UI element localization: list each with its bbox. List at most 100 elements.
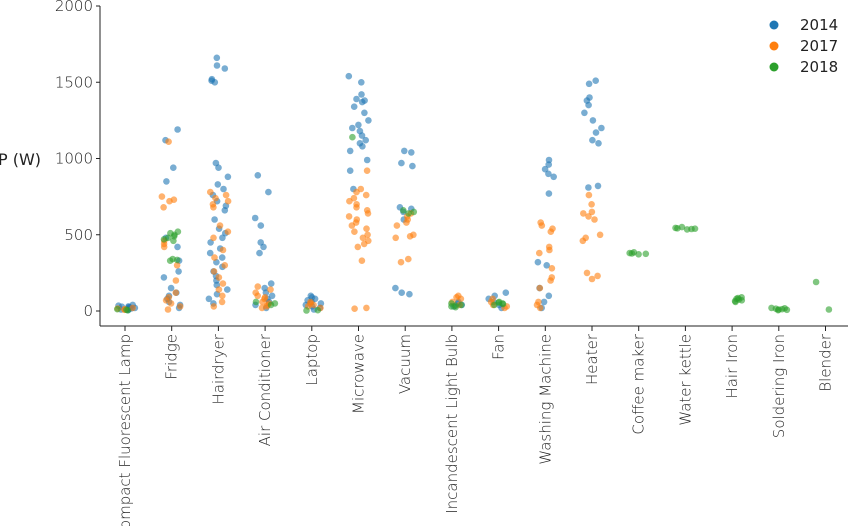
data-points [114,54,833,314]
data-point-2017 [215,286,223,293]
data-point-2018 [812,278,820,286]
data-point-2017 [172,277,180,284]
data-point-2017 [363,225,370,232]
x-tick-label: Heater [583,333,601,385]
data-point-2018 [252,298,260,306]
data-point-2017 [221,262,229,269]
data-point-2018 [267,301,275,309]
data-point-2018 [400,207,407,214]
data-point-2014 [163,178,170,185]
data-point-2014 [543,262,550,269]
x-tick-label: Vacuum [396,334,414,394]
data-point-2014 [218,254,226,261]
data-point-2014 [550,173,557,181]
data-point-2017 [588,201,595,208]
data-point-2018 [674,225,681,232]
data-point-2014 [260,243,267,251]
data-point-2018 [825,306,833,313]
data-point-2017 [215,274,223,281]
data-point-2017 [353,204,360,211]
data-point-2017 [538,222,546,229]
data-point-2014 [398,159,405,167]
data-point-2014 [598,124,605,132]
data-point-2017 [219,280,227,287]
data-point-2018 [173,256,181,264]
data-point-2017 [267,286,274,293]
data-point-2017 [405,255,412,263]
data-point-2017 [129,304,136,312]
data-point-2014 [365,117,372,124]
data-point-2017 [210,268,218,275]
data-point-2017 [363,304,370,312]
data-point-2018 [732,298,739,306]
data-point-2017 [591,216,598,223]
data-point-2018 [642,250,650,258]
data-point-2017 [160,243,168,251]
data-point-2018 [635,251,642,258]
data-point-2017 [585,213,592,220]
data-point-2014 [363,156,371,164]
data-point-2014 [545,161,552,168]
data-point-2014 [585,80,593,88]
data-point-2018 [499,300,507,308]
data-point-2014 [545,190,553,197]
data-point-2014 [595,140,602,147]
data-point-2014 [211,216,218,223]
y-axis-title: P (W) [0,150,41,169]
data-point-2017 [219,292,226,300]
data-point-2014 [213,62,221,69]
data-point-2017 [210,234,217,242]
data-point-2017 [580,210,587,217]
data-point-2014 [220,185,227,193]
data-point-2014 [355,121,362,129]
data-point-2014 [215,164,222,171]
data-point-2014 [362,136,370,144]
data-point-2017 [588,208,596,216]
data-point-2014 [205,295,213,303]
data-point-2018 [774,306,782,314]
data-point-2017 [579,237,587,245]
data-point-2017 [364,210,372,217]
data-point-2014 [224,286,231,293]
data-point-2014 [268,292,276,300]
data-point-2018 [452,303,459,311]
data-point-2014 [409,162,416,170]
x-tick-label: Hairdryer [209,333,227,404]
data-point-2018 [160,236,168,243]
data-point-2014 [545,170,552,178]
data-point-2018 [405,210,412,217]
data-point-2014 [392,284,399,292]
y-tick-label: 0 [83,302,93,320]
data-point-2017 [210,303,218,310]
data-point-2017 [165,138,172,145]
data-point-2017 [588,275,596,283]
x-tick-label: Air Conditioner [256,333,274,446]
data-point-2017 [536,249,543,257]
data-point-2014 [350,103,358,110]
x-tick-labels: Compact Fluorescent Lamp Fridge Hairdryer A… [116,326,835,526]
data-point-2014 [221,207,229,214]
data-point-2014 [174,126,181,133]
data-point-2018 [349,133,356,141]
data-point-2014 [540,298,548,306]
data-point-2014 [206,249,214,257]
x-tick-label: Fan [490,334,508,360]
legend-marker-2017 [769,41,779,51]
data-point-2018 [170,237,177,245]
data-point-2018 [738,297,746,304]
legend: 2014 2017 2018 [769,16,838,76]
data-point-2017 [363,167,371,174]
data-point-2017 [162,297,170,304]
data-point-2018 [783,306,791,314]
data-point-2014 [174,243,181,251]
data-point-2014 [257,222,265,229]
data-point-2014 [358,98,366,106]
data-point-2014 [346,147,354,155]
data-point-2017 [167,300,175,307]
data-point-2017 [536,284,544,292]
y-tick-label: 1000 [55,150,93,168]
axes [99,6,848,327]
data-point-2017 [358,257,366,265]
data-point-2017 [596,231,604,239]
data-point-2014 [358,91,365,98]
